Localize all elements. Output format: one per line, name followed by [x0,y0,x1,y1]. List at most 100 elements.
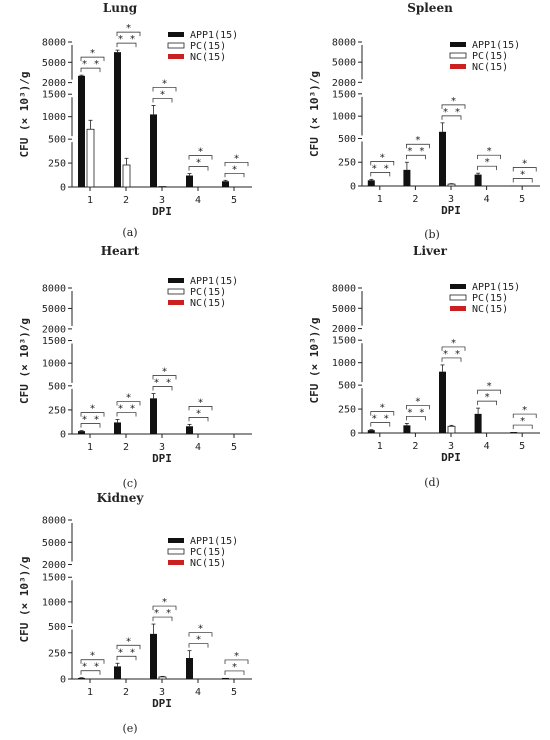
significance-bracket [224,659,249,664]
y-tick-label: 250 [338,405,356,416]
significance-bracket [512,424,533,430]
significance-marker: * [415,396,421,407]
y-tick-label: 500 [48,622,66,633]
bar-app1-dpi-1 [78,75,85,187]
x-tick-label: 1 [87,442,93,453]
bar-pc-dpi-1 [86,128,95,188]
x-tick-label: 2 [123,195,129,206]
significance-bracket [406,154,426,160]
significance-marker: * [125,636,131,647]
y-axis-label: CFU (× 10³)/g [308,71,321,157]
y-tick-label: 250 [338,158,356,169]
y-tick-label: 250 [48,405,66,416]
y-tick-label: 5000 [42,538,66,549]
bar-app1-dpi-2 [403,169,411,186]
significance-marker: * * [407,146,425,157]
x-tick-label: 5 [231,195,237,206]
y-axis-label: CFU (× 10³)/g [18,556,31,642]
y-tick-label: 0 [60,675,66,686]
panel-label: (a) [122,226,137,239]
significance-bracket [116,31,141,37]
x-tick-label: 3 [159,442,165,453]
bar-pc-dpi-3 [447,425,456,434]
significance-marker: * [379,403,385,414]
legend-swatch [168,278,184,283]
significance-bracket [370,171,391,177]
y-tick-label: 1000 [42,112,66,123]
x-tick-label: 1 [377,194,383,205]
significance-marker: * [161,78,167,89]
significance-bracket [512,167,537,172]
legend-swatch [168,300,184,305]
legend-label: APP1(15) [472,40,520,51]
significance-marker: * [161,597,167,608]
legend-swatch [449,294,467,301]
bar-app1-dpi-2 [114,666,121,679]
significance-bracket [370,411,395,416]
legend-swatch [450,284,466,289]
x-axis-label: DPI [152,452,172,465]
significance-marker: * [520,416,526,427]
legend-label: PC(15) [190,41,226,52]
bar-app1-dpi-3 [150,633,157,679]
x-tick-label: 1 [377,441,383,452]
legend-label: APP1(15) [472,282,520,293]
significance-bracket [406,416,426,421]
legend-label: APP1(15) [190,536,238,547]
significance-marker: * [159,89,165,100]
significance-bracket [152,98,173,103]
x-tick-label: 2 [123,442,129,453]
significance-bracket [224,172,245,178]
y-axis-label: CFU (× 10³)/g [18,71,31,157]
x-tick-label: 5 [519,441,525,452]
x-tick-label: 2 [412,194,418,205]
significance-bracket [477,400,497,406]
x-tick-label: 3 [159,195,165,206]
significance-marker: * [197,147,203,158]
significance-bracket [116,412,137,417]
y-tick-label: 1500 [42,90,66,101]
chart-panel-kidney: Kidney 0 250 500 1000 1500 2000 5000 8000 CFU (× … [18,491,252,735]
significance-bracket [152,616,173,622]
y-tick-label: 1500 [332,336,356,347]
legend-label: PC(15) [472,51,508,62]
significance-bracket [116,655,137,661]
legend-label: NC(15) [472,62,508,73]
bar-app1-dpi-1 [367,430,375,433]
y-tick-label: 1500 [42,336,66,347]
significance-bracket [188,632,213,637]
legend-swatch [450,42,466,47]
x-tick-label: 2 [412,441,418,452]
significance-bracket [152,386,173,391]
significance-marker: * [89,48,95,59]
panel-label: (d) [424,476,440,489]
y-tick-label: 8000 [42,284,66,295]
x-tick-label: 4 [195,687,201,698]
x-tick-label: 3 [159,687,165,698]
significance-marker: * [195,408,201,419]
x-axis-label: DPI [152,205,172,218]
panel-label: (b) [424,228,440,241]
bar-app1-dpi-3 [439,371,446,433]
significance-marker: * [450,96,456,107]
bar-pc-dpi-3 [447,183,456,187]
significance-bracket [441,346,466,351]
x-tick-label: 1 [87,195,93,206]
y-tick-label: 0 [60,183,66,194]
significance-bracket [477,165,497,171]
significance-bracket [116,644,141,650]
y-tick-label: 5000 [332,58,356,69]
significance-marker: * [195,158,201,169]
significance-marker: * [89,404,95,415]
significance-bracket [477,154,501,160]
significance-bracket [441,357,462,362]
significance-marker: * [522,405,528,416]
y-tick-label: 1000 [332,112,356,123]
y-tick-label: 2000 [42,324,66,335]
significance-bracket [80,67,101,73]
legend-swatch [450,306,466,311]
